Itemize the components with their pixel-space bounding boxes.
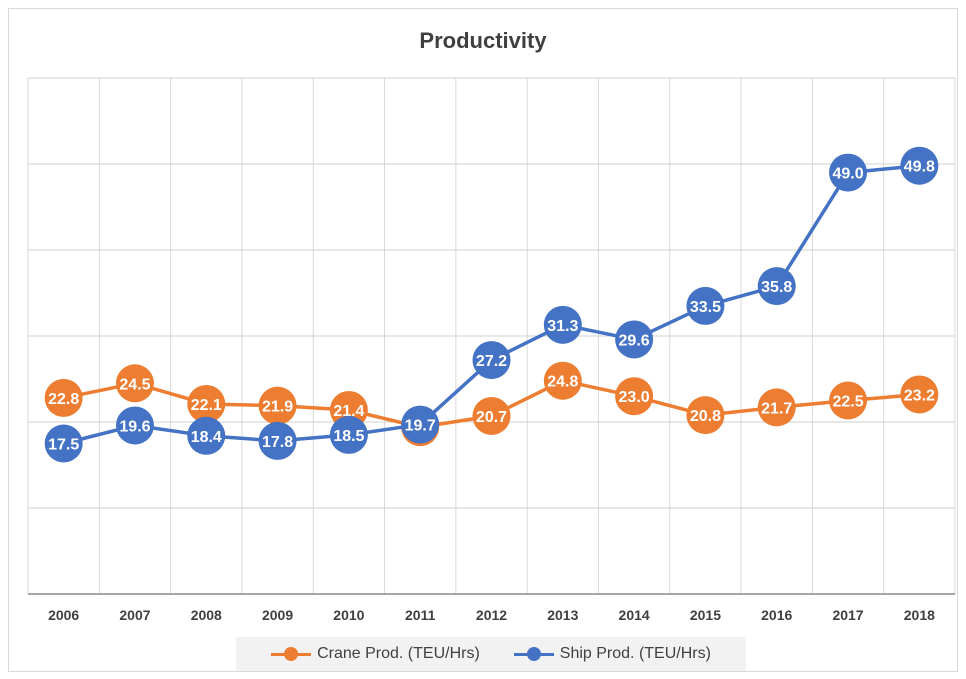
data-label: 35.8 [761,279,792,296]
data-point [757,388,796,427]
x-tick-label: 2014 [619,607,650,623]
data-label: 21.7 [761,400,792,417]
x-tick-label: 2006 [48,607,79,623]
data-point [258,386,297,425]
data-point [115,364,154,403]
data-point [472,341,511,380]
x-tick-label: 2012 [476,607,507,623]
data-point [543,305,582,344]
x-tick-label: 2009 [262,607,293,623]
data-label: 20.8 [690,408,721,425]
data-point [44,424,83,463]
grid-lines [27,77,956,595]
data-label: 27.2 [476,353,507,370]
data-point [757,267,796,306]
data-label: 21.9 [262,399,293,416]
data-point [472,396,511,435]
data-point [187,384,226,423]
data-point [686,286,725,325]
data-label: 21.4 [333,403,364,420]
data-label: 19.7 [405,418,436,435]
chart-title: Productivity [419,28,547,53]
x-tick-label: 2016 [761,607,792,623]
x-tick-label: 2015 [690,607,721,623]
data-label: 23.2 [904,387,935,404]
x-tick-label: 2007 [119,607,150,623]
legend-label-crane: Crane Prod. (TEU/Hrs) [317,645,480,662]
data-point [615,377,654,416]
x-tick-label: 2018 [904,607,935,623]
data-label: 18.4 [191,429,222,446]
data-label: 22.5 [832,394,863,411]
legend-label-ship: Ship Prod. (TEU/Hrs) [559,645,711,662]
data-point [543,361,582,400]
data-point [401,405,440,444]
data-label: 18.5 [333,428,364,445]
legend-swatch-ship [513,647,554,661]
data-label: 23.0 [619,389,650,406]
data-label: 19.6 [119,418,150,435]
data-label: 22.1 [191,397,222,414]
data-label: 17.8 [262,434,293,451]
x-axis-ticks: 2006 2007 2008 2009 2010 2011 2012 2013 2014 2015… [48,607,935,623]
data-point [258,421,297,460]
data-label: 22.8 [48,391,79,408]
data-label: 49.0 [832,166,863,183]
legend: Crane Prod. (TEU/Hrs) Ship Prod. (TEU/Hr… [236,637,746,671]
x-tick-label: 2017 [832,607,863,623]
data-label: 29.6 [619,332,650,349]
data-label: 24.8 [547,374,578,391]
data-label: 49.8 [904,159,935,176]
legend-item-ship: Ship Prod. (TEU/Hrs) [513,645,711,663]
data-point [900,375,939,414]
series-ship: 17.5 19.6 18.4 17.8 18.5 19.7 27.2 31.3 29.6 33.5… [44,146,939,463]
data-label: 31.3 [547,318,578,335]
data-point [615,320,654,359]
data-point [829,381,868,420]
x-tick-label: 2008 [191,607,222,623]
data-label: 24.5 [119,376,150,393]
data-point [115,406,154,445]
legend-swatch-crane [271,647,312,661]
data-label: 20.7 [476,409,507,426]
x-tick-label: 2013 [547,607,578,623]
chart-frame [8,8,958,672]
x-tick-label: 2011 [405,607,436,623]
data-point [686,396,725,435]
data-point [187,416,226,455]
data-point [829,153,868,192]
data-label: 17.5 [48,437,79,454]
series-layer: 22.824.522.121.921.419.420.724.823.020.8… [44,146,939,463]
data-point [900,146,939,185]
data-label: 33.5 [690,299,721,316]
legend-item-crane: Crane Prod. (TEU/Hrs) [271,645,480,663]
data-point [329,415,368,454]
data-point [44,378,83,417]
x-tick-label: 2010 [333,607,364,623]
